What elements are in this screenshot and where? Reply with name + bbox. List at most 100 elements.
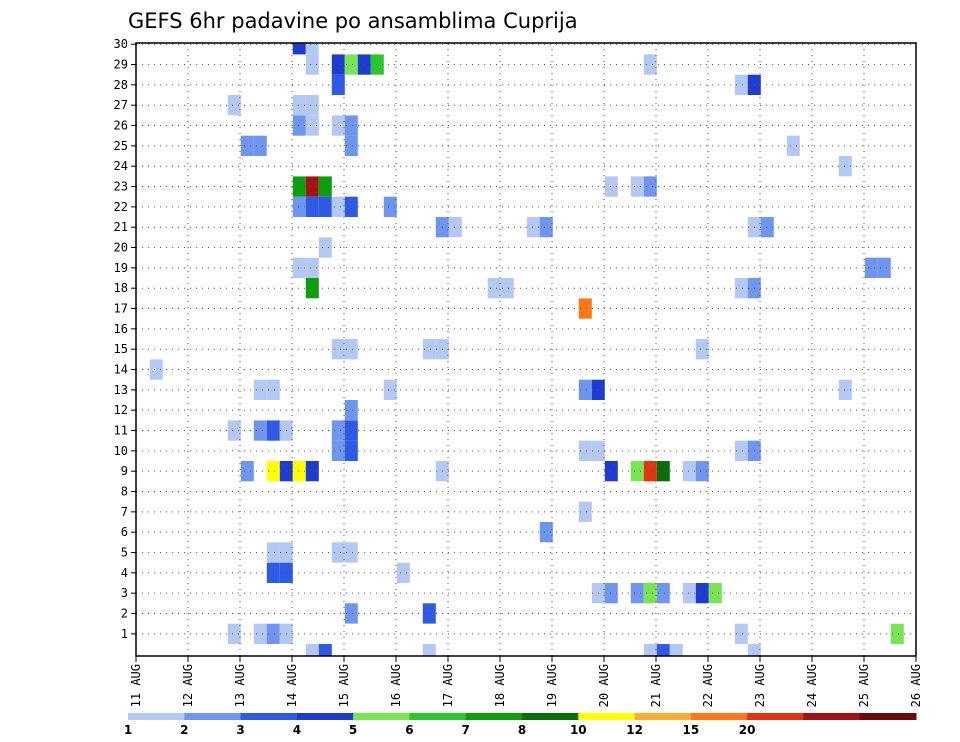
x-tick-label: 25 AUG <box>857 664 871 707</box>
colorbar-tick-label: 2 <box>180 723 188 737</box>
heatmap-cell <box>695 339 709 360</box>
colorbar-tick-label: 20 <box>739 723 756 737</box>
y-tick-label: 13 <box>114 383 128 397</box>
colorbar-swatch <box>184 713 242 720</box>
colorbar-tick-labels: 1 2 3 4 5 6 7 8 10 12 15 20 <box>124 723 756 737</box>
colorbar-tick-label: 7 <box>462 723 470 737</box>
heatmap-cell <box>227 95 241 116</box>
heatmap-cell <box>786 135 800 156</box>
heatmap-cell <box>305 257 319 278</box>
heatmap-cell <box>487 278 501 299</box>
heatmap-cell <box>318 237 332 258</box>
colorbar-swatch <box>353 713 410 720</box>
y-tick-label: 11 <box>114 424 128 438</box>
colorbar-tick-label: 15 <box>683 723 700 737</box>
colorbar-tick-label: 3 <box>236 723 244 737</box>
y-tick-label: 16 <box>114 322 128 336</box>
heatmap-cell <box>682 461 696 482</box>
heatmap-cell <box>292 461 306 482</box>
heatmap-cell <box>838 379 852 400</box>
x-tick-label: 15 AUG <box>337 664 351 707</box>
heatmap-cell <box>266 562 280 583</box>
y-tick-label: 29 <box>114 58 128 72</box>
colorbar-tick-label: 1 <box>124 723 132 737</box>
heatmap-cell <box>877 257 891 278</box>
heatmap-cell <box>331 74 345 95</box>
heatmap-cell <box>227 420 241 441</box>
heatmap-cell <box>331 440 345 461</box>
heatmap-cell <box>383 196 397 217</box>
x-axis-tick-labels: 11 AUG 12 AUG 13 AUG 14 AUG 15 AUG 16 AUG 17 A… <box>129 664 923 707</box>
x-tick-label: 20 AUG <box>597 664 611 707</box>
heatmap-cell <box>318 196 332 217</box>
heatmap-cell <box>266 542 280 563</box>
heatmap-cell <box>240 461 254 482</box>
heatmap-cell <box>578 440 592 461</box>
heatmap-cell <box>630 176 644 197</box>
heatmap-cell <box>331 115 345 136</box>
y-tick-label: 6 <box>121 525 128 539</box>
colorbar-swatch <box>522 713 579 720</box>
heatmap-cell <box>344 603 358 624</box>
colorbar-tick-label: 4 <box>293 723 301 737</box>
heatmap-cell <box>383 379 397 400</box>
heatmap-cell <box>318 176 332 197</box>
heatmap-cell <box>305 54 319 75</box>
y-tick-label: 27 <box>114 98 128 112</box>
heatmap-cell <box>539 522 553 543</box>
heatmap-cell <box>344 542 358 563</box>
x-tick-label: 12 AUG <box>181 664 195 707</box>
heatmap-cell <box>864 257 878 278</box>
heatmap-cell <box>643 644 657 656</box>
heatmap-cell <box>305 95 319 116</box>
heatmap-cell <box>747 644 761 656</box>
heatmap-cell <box>331 54 345 75</box>
heatmap-cell <box>370 54 384 75</box>
heatmap-cell <box>526 217 540 238</box>
heatmap-cell <box>669 644 683 656</box>
heatmap-cell <box>227 623 241 644</box>
heatmap-cell <box>149 359 163 380</box>
heatmap-cell <box>838 156 852 177</box>
heatmap-cell <box>734 623 748 644</box>
colorbar-swatch <box>803 713 861 720</box>
y-tick-label: 26 <box>114 119 128 133</box>
heatmap-cell <box>422 644 436 656</box>
y-tick-label: 7 <box>121 505 128 519</box>
heatmap-cell <box>604 461 618 482</box>
y-tick-label: 5 <box>121 546 128 560</box>
heatmap-cell <box>253 420 267 441</box>
heatmap-cell <box>305 278 319 299</box>
heatmap-cell <box>240 135 254 156</box>
y-tick-label: 15 <box>114 342 128 356</box>
heatmap-cell <box>422 339 436 360</box>
axis-ticks <box>131 43 917 662</box>
chart-title: GEFS 6hr padavine po ansamblima Cuprija <box>128 9 578 33</box>
y-tick-label: 4 <box>121 566 128 580</box>
y-tick-label: 10 <box>114 444 128 458</box>
colorbar-swatch <box>578 713 636 720</box>
heatmap-cell <box>656 461 670 482</box>
y-tick-label: 21 <box>114 220 128 234</box>
y-tick-label: 24 <box>114 159 128 173</box>
heatmap-cell <box>344 115 358 136</box>
heatmap-cell <box>292 257 306 278</box>
heatmap-cell <box>630 583 644 604</box>
heatmap-cell <box>292 43 306 55</box>
heatmap-cell <box>708 583 722 604</box>
heatmap-cell <box>682 583 696 604</box>
x-tick-label: 22 AUG <box>701 664 715 707</box>
heatmap-cell <box>643 54 657 75</box>
heatmap-cell <box>578 379 592 400</box>
heatmap-cell <box>734 440 748 461</box>
colorbar-swatch <box>634 713 692 720</box>
heatmap-cell <box>344 440 358 461</box>
heatmap-cell <box>331 420 345 441</box>
heatmap-cell <box>266 461 280 482</box>
heatmap-cell <box>890 623 904 644</box>
y-tick-label: 1 <box>121 627 128 641</box>
y-tick-label: 18 <box>114 281 128 295</box>
heatmap-cell <box>305 461 319 482</box>
heatmap-cell <box>305 644 319 656</box>
